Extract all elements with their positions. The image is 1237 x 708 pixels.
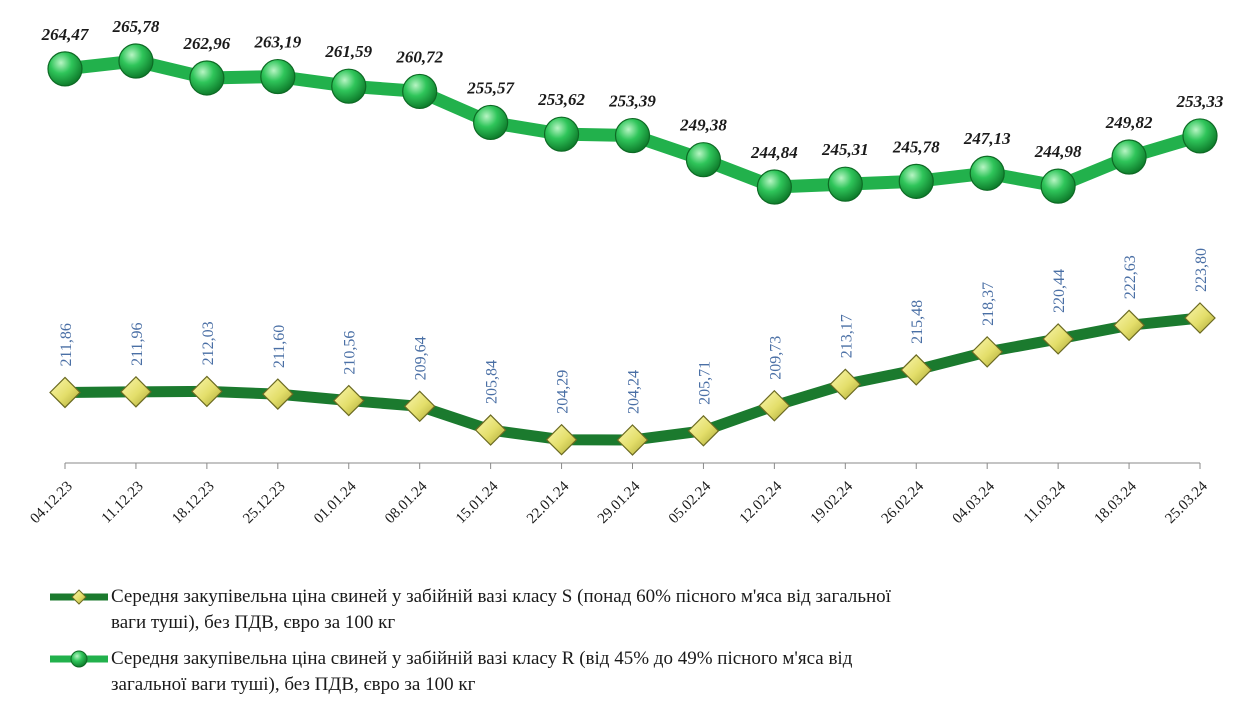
series-s-data-label: 209,64 (413, 336, 430, 380)
series-s-data-label: 205,84 (484, 360, 501, 404)
x-tick-label: 01.01.24 (311, 478, 360, 527)
series-s-point (191, 375, 223, 408)
series-r-data-label: 244,84 (750, 143, 798, 162)
series-s-point (261, 378, 294, 410)
series-r-data-label: 253,33 (1176, 92, 1224, 111)
series-s-point (687, 414, 720, 447)
series-r-data-label: 253,39 (608, 92, 656, 111)
series-s-point (616, 424, 649, 456)
x-tick-label: 12.02.24 (737, 478, 786, 527)
x-tick-label: 05.02.24 (666, 478, 715, 527)
x-tick-label: 11.12.23 (99, 479, 147, 527)
x-tick-label: 25.03.24 (1162, 478, 1211, 527)
series-r-point (260, 58, 296, 95)
series-r-point (898, 163, 934, 199)
x-tick-label: 08.01.24 (382, 478, 431, 527)
series-r-data-label: 263,19 (253, 33, 301, 52)
x-axis: 04.12.23 11.12.23 18.12.23 25.12.23 01.01.24… (27, 462, 1211, 527)
series-r-point (827, 166, 863, 202)
series-s-point (900, 354, 933, 386)
series-r-point (543, 116, 580, 152)
series-r-data-label: 245,31 (821, 140, 869, 159)
legend-label-s-line2: ваги туші), без ПДВ, євро за 100 кг (111, 612, 396, 633)
x-tick-label: 25.12.23 (240, 479, 288, 527)
series-s-data-label: 211,60 (271, 325, 288, 368)
series-r-point (402, 73, 438, 110)
legend-item-s: Середня закупівельна ціна свиней у забій… (48, 584, 1233, 636)
series-s-point (545, 423, 578, 456)
x-tick-label: 04.03.24 (950, 478, 999, 527)
series-r-point (331, 68, 367, 104)
series-r-point (685, 142, 722, 178)
legend-item-r: Середня закупівельна ціна свиней у забій… (48, 646, 1233, 698)
series-r-point (118, 43, 154, 79)
series-r-data-label: 261,59 (324, 42, 372, 61)
series-s-point (1113, 309, 1145, 342)
series-r-point (1111, 139, 1147, 175)
series-s-data-label: 211,86 (58, 323, 75, 366)
series-r-data-label: 262,96 (183, 34, 231, 53)
series-r-point (614, 117, 651, 154)
series-s-data-label: 223,80 (1193, 248, 1210, 292)
series-r-data-label: 245,78 (892, 137, 940, 156)
legend-label-r-line1: Середня закупівельна ціна свиней у забій… (111, 648, 853, 669)
series-r: 264,47 265,78 262,96 263,19 261,59 260,72 255,… (41, 17, 1224, 205)
series-s-data-label: 205,71 (696, 361, 713, 405)
legend-marker-r-circle-icon (50, 650, 108, 668)
series-r-point (1040, 168, 1076, 204)
series-s-point (332, 384, 365, 417)
series-r-point (969, 155, 1005, 191)
series-s-point (474, 414, 507, 446)
series-s-data-label: 220,44 (1051, 269, 1068, 313)
series-s-point (1042, 323, 1074, 355)
series-s-data-label: 209,73 (767, 336, 784, 380)
series-r-data-label: 253,62 (537, 90, 585, 109)
series-r-data-label: 265,78 (112, 17, 160, 36)
series-r-data-label: 244,98 (1034, 142, 1082, 161)
legend-label-r-line2: загальної ваги туші), без ПДВ, євро за 1… (111, 674, 476, 695)
x-tick-label: 18.12.23 (169, 479, 217, 527)
legend: Середня закупівельна ціна свиней у забій… (48, 584, 1233, 708)
series-r-point (473, 104, 509, 141)
series-s-point (403, 390, 436, 423)
series-s-data-label: 218,37 (980, 282, 997, 326)
series-s-point (1184, 302, 1216, 334)
series-s-data-label: 213,17 (838, 314, 855, 358)
series-s-data-label: 204,29 (555, 370, 572, 414)
series-r-data-label: 247,13 (963, 129, 1011, 148)
series-s-data-label: 211,96 (129, 322, 146, 365)
series-s-point (829, 368, 862, 401)
x-tick-label: 29.01.24 (595, 478, 644, 527)
x-tick-label: 18.03.24 (1091, 478, 1140, 527)
legend-marker-s-diamond-icon (50, 589, 108, 605)
x-tick-label: 11.03.24 (1021, 478, 1069, 526)
series-r-data-label: 260,72 (395, 47, 443, 66)
series-r-data-label: 264,47 (41, 25, 90, 44)
series-s-data-label: 215,48 (909, 300, 926, 344)
x-tick-label: 22.01.24 (524, 478, 573, 527)
series-s-data-label: 212,03 (200, 321, 217, 365)
series-s-point (758, 389, 791, 422)
series-r-point (47, 51, 83, 87)
series-r-data-label: 249,82 (1105, 113, 1153, 132)
line-chart: 04.12.23 11.12.23 18.12.23 25.12.23 01.01.24… (27, 17, 1224, 527)
x-tick-label: 19.02.24 (808, 478, 857, 527)
series-r-data-label: 249,38 (679, 116, 727, 135)
series-s: 211,86 211,96 212,03 211,60 210,56 209,64 205,… (49, 248, 1216, 456)
series-s-point (49, 376, 81, 409)
series-r-data-label: 255,57 (466, 78, 515, 97)
x-tick-label: 15.01.24 (453, 478, 502, 527)
x-tick-label: 04.12.23 (27, 479, 75, 527)
legend-label-s-line1: Середня закупівельна ціна свиней у забій… (111, 586, 891, 607)
series-r-point (756, 169, 792, 205)
x-tick-label: 26.02.24 (879, 478, 928, 527)
series-s-point (971, 336, 1004, 368)
series-s-point (120, 376, 152, 408)
series-r-point (1182, 118, 1218, 154)
series-s-data-label: 222,63 (1122, 255, 1139, 299)
series-s-data-label: 204,24 (626, 370, 643, 414)
series-r-point (189, 60, 225, 96)
series-s-data-label: 210,56 (342, 331, 359, 375)
